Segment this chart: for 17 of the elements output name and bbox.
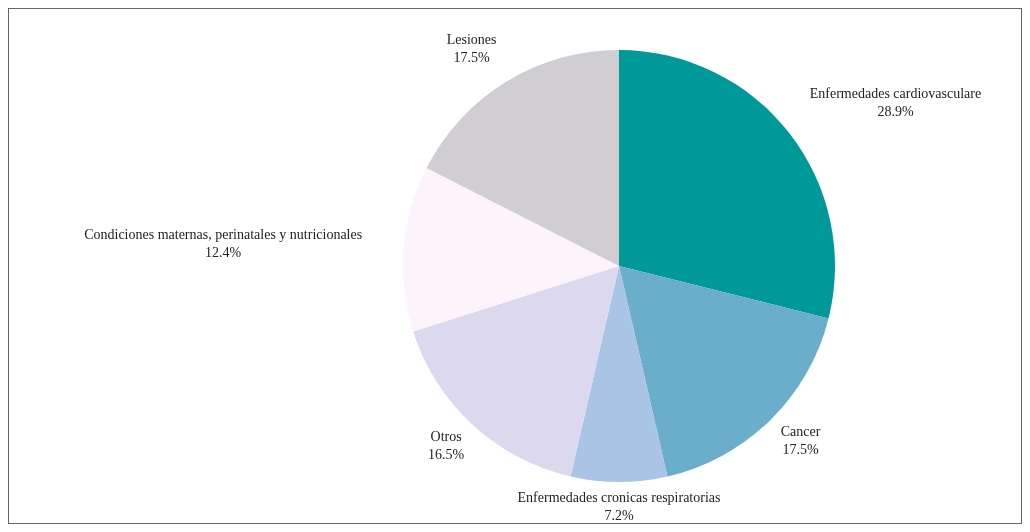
pie-slice — [619, 266, 829, 477]
pie-slice — [403, 167, 619, 332]
slice-label: Otros — [430, 429, 462, 445]
pie-slice — [570, 266, 668, 482]
slice-label: Enfermedades cronicas respiratorias — [517, 490, 721, 505]
slice-label: Condiciones maternas, perinatales y nutricionales — [84, 227, 363, 243]
data-label: 7.2% — [604, 508, 634, 523]
data-label: 17.5% — [782, 442, 819, 458]
data-label: 17.5% — [453, 49, 491, 65]
slice-label: Lesiones — [446, 31, 497, 47]
data-label: 28.9% — [877, 104, 914, 120]
pie-slice — [413, 266, 619, 477]
data-label: 12.4% — [205, 245, 242, 261]
data-label: 16.5% — [428, 447, 465, 463]
slice-label: Cancer — [780, 424, 821, 440]
slice-label: Enfermedades cardiovasculare — [809, 86, 982, 102]
pie-slice — [426, 50, 619, 266]
